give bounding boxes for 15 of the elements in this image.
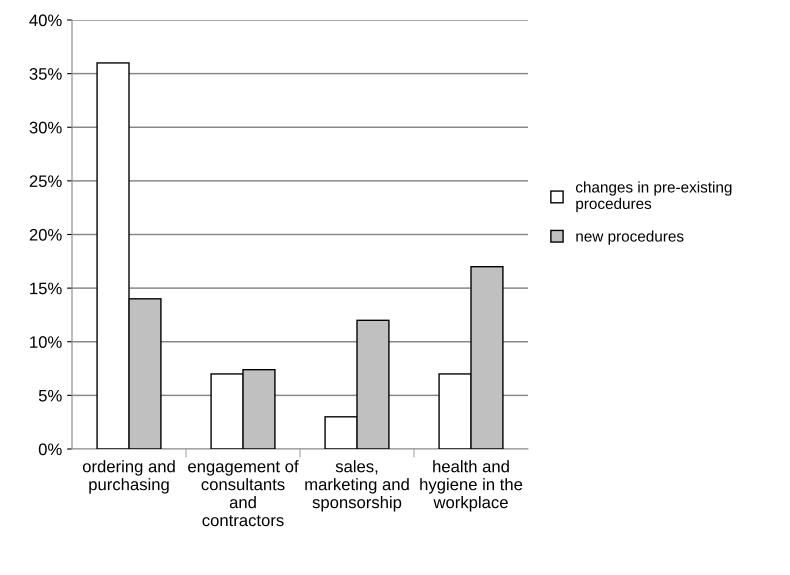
y-tick-label: 25% [30, 175, 62, 188]
y-tick-label: 20% [30, 228, 62, 241]
y-tick-label: 0% [38, 443, 62, 456]
y-tick-label: 30% [30, 122, 62, 134]
legend-label: changes in pre-existing procedures [576, 181, 732, 212]
y-tick-label: 40% [29, 14, 62, 26]
x-tick-label: ordering and purchasing [82, 460, 175, 494]
x-tick-label: engagement of consultants and contractors [188, 460, 299, 526]
x-tick-label: sales, marketing and sponsorship [305, 460, 409, 512]
legend-label: new procedures [576, 230, 684, 245]
y-tick-label: 10% [30, 336, 62, 348]
y-tick-label: 35% [30, 68, 62, 80]
y-tick-label: 5% [38, 390, 62, 402]
x-tick-label: health and hygiene in the workplace [420, 460, 522, 512]
y-tick-label: 15% [30, 282, 62, 294]
